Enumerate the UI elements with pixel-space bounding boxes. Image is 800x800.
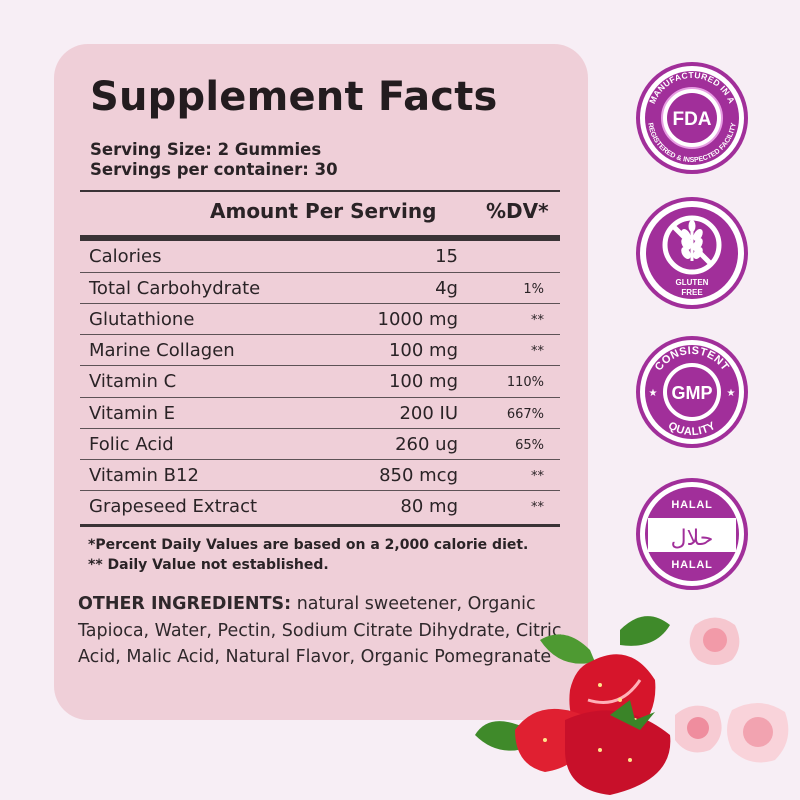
fda-center-text: FDA (672, 109, 711, 130)
nutrient-dv: 667% (506, 406, 544, 422)
star-icon: ★ (649, 388, 658, 399)
supplement-facts-panel (54, 44, 588, 720)
table-row: Glutathione 1000 mg ** (80, 303, 560, 335)
nutrient-dv: 1% (523, 282, 544, 298)
nutrient-amount: 260 ug (395, 433, 458, 455)
halal-top-text: HALAL (671, 499, 712, 511)
gluten-text: GLUTEN (676, 278, 709, 287)
nutrient-amount: 100 mg (388, 371, 458, 393)
nutrient-amount: 1000 mg (377, 309, 459, 331)
table-row: Vitamin C 100 mg 110% (80, 365, 560, 397)
halal-bottom-text: HALAL (671, 559, 712, 571)
halal-arabic-text: حلال (671, 526, 714, 551)
footnote-not-established: ** Daily Value not established. (88, 557, 329, 573)
top-divider (80, 190, 560, 192)
nutrient-dv: 110% (506, 375, 544, 391)
nutrient-amount: 4g (435, 278, 458, 300)
dv-header: %DV* (486, 199, 549, 223)
nutrient-amount: 80 mg (400, 495, 458, 517)
table-row: Vitamin B12 850 mcg ** (80, 458, 560, 491)
nutrient-amount: 15 (435, 246, 458, 267)
table-row: Vitamin E 200 IU 667% (80, 396, 560, 429)
nutrient-name: Grapeseed Extract (89, 495, 258, 517)
other-ingredients-text: natural sweetener, Organic Tapioca, Wate… (78, 594, 562, 667)
nutrient-amount: 100 mg (388, 340, 458, 362)
nutrient-dv: ** (531, 313, 544, 329)
nutrient-amount: 850 mcg (379, 464, 458, 486)
gmp-ring-bottom: QUALITY (666, 420, 718, 439)
free-text: FREE (681, 288, 703, 297)
table-row: Grapeseed Extract 80 mg ** (80, 489, 560, 522)
strawberry-gummies-illustration (475, 616, 789, 795)
nutrient-dv: ** (531, 468, 544, 484)
nutrient-name: Vitamin B12 (89, 464, 199, 486)
table-row: Folic Acid 260 ug 65% (80, 427, 560, 460)
nutrient-name: Folic Acid (89, 433, 174, 455)
nutrient-amount: 200 IU (399, 402, 458, 424)
nutrient-dv: ** (531, 344, 544, 360)
nutrient-dv: ** (531, 499, 544, 515)
gmp-badge: CONSISTENT QUALITY ★ ★ GMP (636, 336, 748, 448)
table-row: Total Carbohydrate 4g 1% (80, 272, 560, 304)
table-row: Calories 15 (80, 241, 560, 272)
gummy-icon (675, 617, 789, 763)
thick-divider (80, 235, 560, 241)
nutrient-name: Vitamin E (89, 402, 176, 424)
nutrient-name: Glutathione (89, 309, 195, 331)
table-row: Marine Collagen 100 mg ** (80, 334, 560, 366)
other-ingredients: OTHER INGREDIENTS: natural sweetener, Or… (78, 591, 568, 671)
footnote-daily-values: *Percent Daily Values are based on a 2,0… (88, 537, 529, 553)
gluten-free-badge: GLUTEN FREE (636, 197, 748, 309)
star-icon: ★ (727, 388, 736, 399)
strawberry-icon (515, 654, 671, 795)
bottom-divider (80, 524, 560, 527)
nutrient-name: Calories (89, 246, 162, 267)
amount-per-serving-header: Amount Per Serving (210, 199, 437, 223)
nutrient-name: Vitamin C (89, 371, 177, 393)
gmp-center-text: GMP (671, 383, 712, 403)
servings-per-container: Servings per container: 30 (90, 160, 338, 179)
nutrient-name: Marine Collagen (89, 340, 235, 362)
fda-badge: MANUFACTURED IN A REGISTERED & INSPECTED… (636, 62, 748, 174)
halal-badge: HALAL HALAL حلال (636, 478, 748, 590)
serving-size: Serving Size: 2 Gummies (90, 140, 322, 159)
nutrient-name: Total Carbohydrate (89, 278, 261, 300)
nutrient-dv: 65% (515, 437, 544, 453)
other-ingredients-label: OTHER INGREDIENTS: (78, 594, 292, 614)
page-title: Supplement Facts (90, 74, 498, 120)
